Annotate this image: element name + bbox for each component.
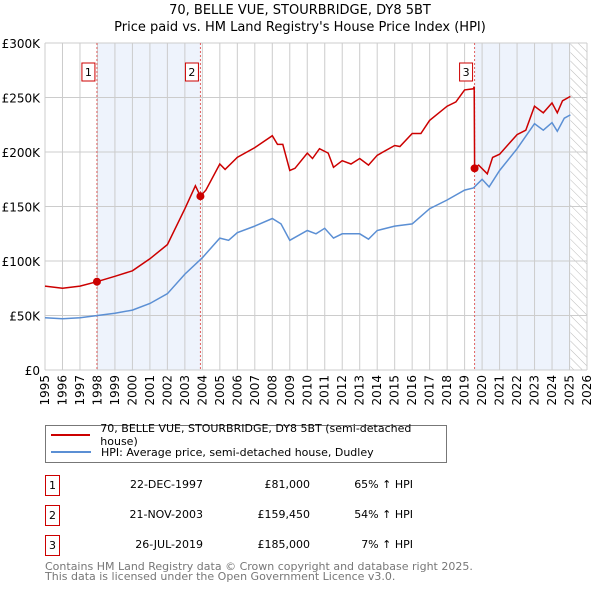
legend-item-property: 70, BELLE VUE, STOURBRIDGE, DY8 5BT (sem… xyxy=(51,422,446,448)
y-tick-label: £150K xyxy=(2,201,42,215)
x-tick-label: 2016 xyxy=(405,375,419,406)
table-row: 1 22-DEC-1997 £81,000 65% ↑ HPI xyxy=(45,475,445,496)
legend-swatch-red xyxy=(51,434,91,436)
x-tick-label: 2002 xyxy=(160,375,174,406)
legend-item-hpi: HPI: Average price, semi-detached house,… xyxy=(51,444,374,460)
x-tick-label: 1995 xyxy=(38,375,52,406)
marker-badge: 3 xyxy=(45,535,60,556)
sale-price: £81,000 xyxy=(264,478,311,491)
x-tick-label: 2001 xyxy=(143,375,157,406)
sale-label: 3 xyxy=(463,66,470,79)
x-tick-label: 2019 xyxy=(458,375,472,406)
chart-subtitle: Price paid vs. HM Land Registry's House … xyxy=(114,20,486,35)
price-chart: 1995 1996 1997 1998 1999 2000 2001 2002 2003 2004… xyxy=(2,37,594,406)
sale-price: £159,450 xyxy=(257,508,311,521)
sale-point xyxy=(470,164,479,173)
hpi-series-line xyxy=(44,114,571,320)
sale-point xyxy=(196,192,205,201)
chart-title: 70, BELLE VUE, STOURBRIDGE, DY8 5BT xyxy=(169,3,431,18)
x-tick-label: 2018 xyxy=(440,375,454,406)
x-tick-label: 2004 xyxy=(195,375,209,406)
x-tick-label: 2024 xyxy=(545,375,559,406)
x-tick-label: 2005 xyxy=(213,375,227,406)
legend-label: HPI: Average price, semi-detached house,… xyxy=(101,445,374,459)
y-tick-label: £100K xyxy=(2,255,42,269)
sale-date: 22-DEC-1997 xyxy=(129,478,203,491)
x-tick-label: 2008 xyxy=(265,375,279,406)
legend-label: 70, BELLE VUE, STOURBRIDGE, DY8 5BT (sem… xyxy=(100,422,412,448)
hpi-diff: 65% ↑ HPI xyxy=(354,478,413,491)
x-tick-label: 2021 xyxy=(493,375,507,406)
table-row: 2 21-NOV-2003 £159,450 54% ↑ HPI xyxy=(45,505,445,526)
legend-swatch-blue xyxy=(51,451,91,453)
x-tick-label: 2006 xyxy=(230,375,244,406)
x-tick-label: 2015 xyxy=(388,375,402,406)
x-tick-label: 1998 xyxy=(90,375,104,406)
y-tick-label: £300K xyxy=(2,37,42,51)
hpi-diff: 7% ↑ HPI xyxy=(361,538,413,551)
sale-label-box xyxy=(81,62,96,82)
x-tick-label: 1999 xyxy=(108,375,122,406)
sale-date: 21-NOV-2003 xyxy=(129,508,203,521)
property-series-line xyxy=(44,86,571,290)
x-tick-label: 2025 xyxy=(563,375,577,406)
sale-point xyxy=(92,277,101,286)
marker-badge: 1 xyxy=(45,475,60,496)
footer-copyright: Contains HM Land Registry data © Crown c… xyxy=(45,560,473,573)
x-tick-label: 2020 xyxy=(475,375,489,406)
sale-price: £185,000 xyxy=(257,538,311,551)
sale-label-box xyxy=(459,62,474,82)
x-tick-label: 1996 xyxy=(55,375,69,406)
sale-label-box xyxy=(184,62,199,82)
x-tick-label: 2014 xyxy=(370,375,384,406)
x-tick-label: 2012 xyxy=(335,375,349,406)
y-tick-label: £250K xyxy=(2,92,42,106)
x-tick-label: 2000 xyxy=(125,375,139,406)
y-tick-label: £0 xyxy=(25,364,40,378)
sale-date: 26-JUL-2019 xyxy=(135,538,203,551)
footer-licence: This data is licensed under the Open Gov… xyxy=(45,570,396,583)
marker-badge: 2 xyxy=(45,505,60,526)
x-tick-label: 2023 xyxy=(528,375,542,406)
hpi-diff: 54% ↑ HPI xyxy=(354,508,413,521)
table-row: 3 26-JUL-2019 £185,000 7% ↑ HPI xyxy=(45,535,445,556)
x-tick-label: 2026 xyxy=(580,375,594,406)
x-tick-label: 2011 xyxy=(318,375,332,406)
x-tick-label: 2017 xyxy=(423,375,437,406)
legend: 70, BELLE VUE, STOURBRIDGE, DY8 5BT (sem… xyxy=(45,422,447,463)
x-tick-label: 2007 xyxy=(248,375,262,406)
x-tick-label: 2009 xyxy=(283,375,297,406)
x-tick-label: 2003 xyxy=(178,375,192,406)
sale-label: 1 xyxy=(85,66,92,79)
x-tick-label: 2013 xyxy=(353,375,367,406)
y-tick-label: £50K xyxy=(9,310,41,324)
x-tick-label: 2022 xyxy=(510,375,524,406)
x-tick-label: 1997 xyxy=(73,375,87,406)
y-tick-label: £200K xyxy=(2,146,42,160)
sale-label: 2 xyxy=(188,66,195,79)
x-tick-label: 2010 xyxy=(300,375,314,406)
